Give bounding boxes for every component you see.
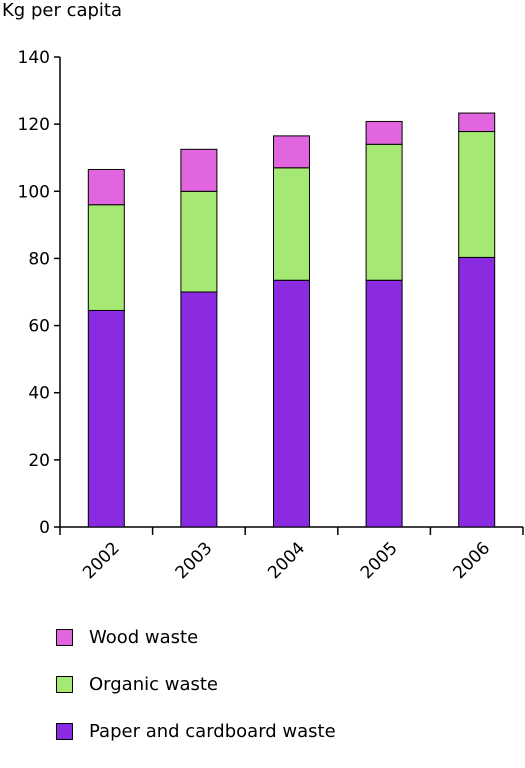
legend-label-wood-waste: Wood waste: [89, 627, 199, 648]
bars: [87, 112, 496, 528]
bar-segment-wood-waste-2006: [458, 112, 496, 133]
y-tick-label: 60: [28, 317, 50, 337]
bar-segment-paper-and-cardboard-waste-2003: [180, 291, 218, 528]
bar-segment-organic-waste-2003: [180, 190, 218, 293]
bar-segment-organic-waste-2004: [273, 167, 310, 281]
y-tick-label: 120: [18, 115, 50, 135]
legend-item-paper-waste: Paper and cardboard waste: [56, 708, 336, 755]
legend-label-organic-waste: Organic waste: [89, 674, 218, 695]
legend-swatch-wood-waste: [56, 629, 73, 646]
legend-item-wood-waste: Wood waste: [56, 614, 336, 661]
y-tick-label: 20: [28, 451, 50, 471]
bar-segment-paper-and-cardboard-waste-2005: [365, 279, 403, 528]
x-tick-label: 2005: [357, 538, 402, 583]
legend-swatch-organic-waste: [56, 676, 73, 693]
y-tick-label: 140: [18, 48, 50, 68]
y-tick-label: 0: [39, 518, 50, 538]
stacked-bar-chart: 0 20 40 60 80 100 120 140 2002 2003 2004 2005 2006: [18, 48, 524, 583]
legend-label-paper-waste: Paper and cardboard waste: [89, 721, 336, 742]
x-tick-label: 2006: [450, 538, 495, 583]
bar-segment-organic-waste-2005: [365, 143, 403, 281]
bar-segment-organic-waste-2002: [87, 204, 125, 311]
y-axis-label: Kg per capita: [2, 0, 123, 21]
y-tick-label: 80: [28, 249, 50, 269]
bar-segment-wood-waste-2002: [87, 168, 125, 206]
bar-segment-paper-and-cardboard-waste-2004: [273, 279, 310, 528]
bar-segment-organic-waste-2006: [458, 131, 496, 258]
bar-segment-wood-waste-2005: [365, 120, 403, 145]
bar-segment-wood-waste-2004: [273, 135, 310, 169]
x-tick-label: 2002: [79, 538, 124, 583]
y-tick-label: 40: [28, 384, 50, 404]
y-tick-label: 100: [18, 182, 50, 202]
x-tick-label: 2004: [264, 538, 309, 583]
bar-segment-wood-waste-2003: [180, 148, 218, 192]
legend-item-organic-waste: Organic waste: [56, 661, 336, 708]
bar-segment-paper-and-cardboard-waste-2006: [458, 256, 496, 528]
legend-swatch-paper-waste: [56, 723, 73, 740]
legend: Wood waste Organic waste Paper and cardb…: [56, 614, 336, 755]
x-tick-label: 2003: [172, 538, 217, 583]
bar-segment-paper-and-cardboard-waste-2002: [87, 309, 125, 528]
